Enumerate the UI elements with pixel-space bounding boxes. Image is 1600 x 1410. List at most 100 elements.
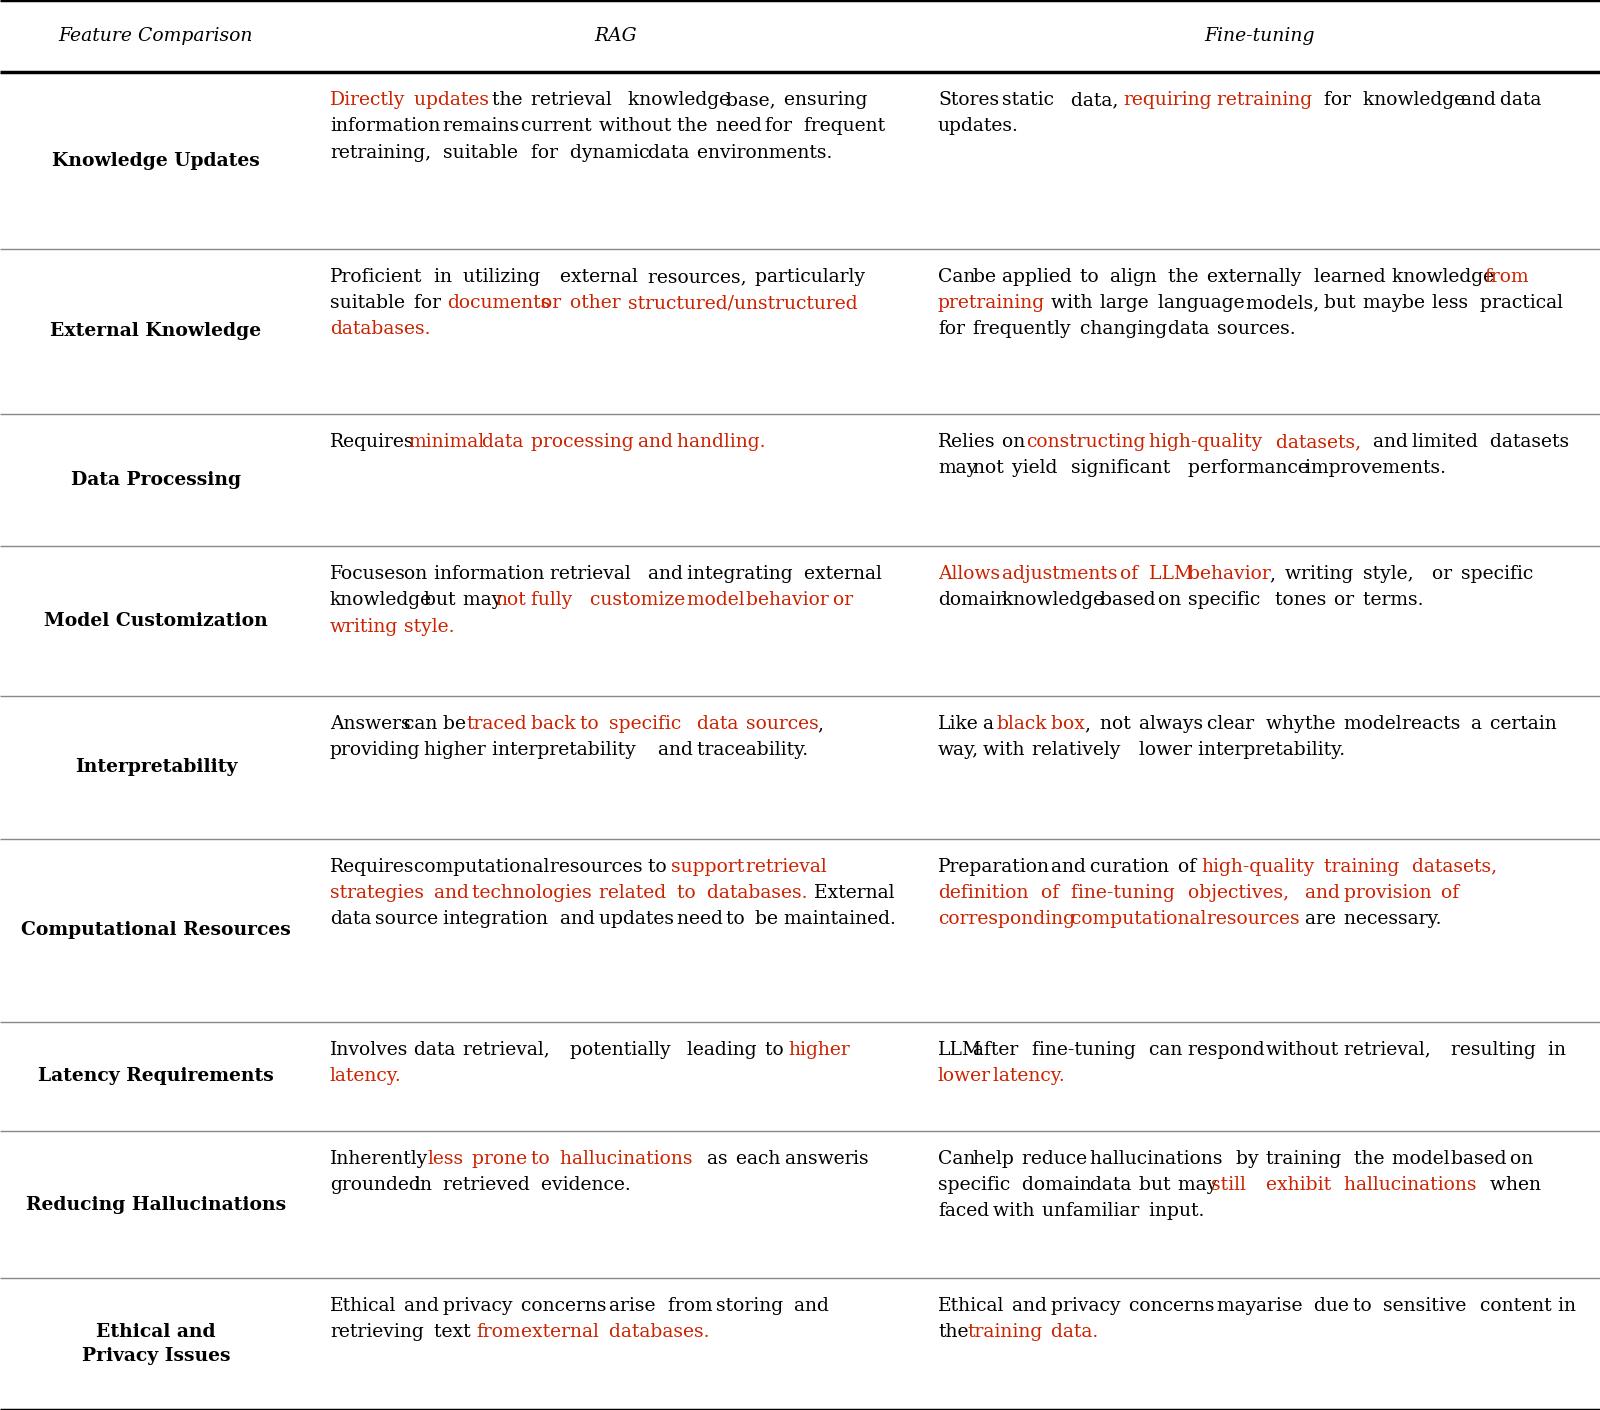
Text: retrieval: retrieval (525, 92, 611, 109)
Text: Knowledge Updates: Knowledge Updates (53, 151, 259, 169)
Text: Model Customization: Model Customization (45, 612, 267, 630)
Text: but: but (418, 591, 456, 609)
Text: data: data (1085, 1176, 1131, 1194)
Text: support: support (672, 857, 744, 876)
Text: Can: Can (938, 268, 976, 286)
Text: adjustments: adjustments (997, 565, 1118, 582)
Text: domain: domain (938, 591, 1008, 609)
Text: Proficient: Proficient (330, 268, 422, 286)
Text: not: not (496, 591, 526, 609)
Text: utilizing: utilizing (456, 268, 539, 286)
Text: be: be (437, 715, 466, 733)
Text: privacy: privacy (437, 1297, 512, 1316)
Text: ,: , (1085, 715, 1090, 733)
Text: may: may (456, 591, 502, 609)
Text: performance: performance (1182, 460, 1309, 477)
Text: data: data (1494, 92, 1541, 109)
Text: can: can (398, 715, 438, 733)
Text: be: be (1397, 295, 1426, 312)
Text: handling.: handling. (672, 433, 766, 451)
Text: datasets,: datasets, (1406, 857, 1498, 876)
Text: retrieving: retrieving (330, 1323, 424, 1341)
Text: writing: writing (330, 618, 398, 636)
Text: to: to (758, 1041, 784, 1059)
Text: providing: providing (330, 742, 421, 759)
Text: resulting: resulting (1445, 1041, 1536, 1059)
Text: reduce: reduce (1016, 1151, 1086, 1167)
Text: faced: faced (938, 1203, 989, 1221)
Text: a: a (1464, 715, 1482, 733)
Text: applied: applied (997, 268, 1072, 286)
Text: prone: prone (467, 1151, 528, 1167)
Text: Requires: Requires (330, 433, 414, 451)
Text: not: not (1094, 715, 1131, 733)
Text: suitable: suitable (437, 144, 518, 162)
Text: RAG: RAG (595, 27, 637, 45)
Text: and: and (642, 565, 683, 582)
Text: LLM: LLM (1142, 565, 1194, 582)
Text: for: for (408, 295, 442, 312)
Text: External Knowledge: External Knowledge (51, 323, 261, 340)
Text: learned: learned (1309, 268, 1386, 286)
Text: particularly: particularly (749, 268, 866, 286)
Text: training: training (968, 1323, 1043, 1341)
Text: external: external (554, 268, 638, 286)
Text: to: to (574, 715, 598, 733)
Text: Computational Resources: Computational Resources (21, 921, 291, 939)
Text: the: the (1162, 268, 1198, 286)
Text: improvements.: improvements. (1299, 460, 1446, 477)
Text: and: and (427, 884, 469, 902)
Text: be: be (968, 268, 997, 286)
Text: and: and (1006, 1297, 1046, 1316)
Text: in: in (427, 268, 451, 286)
Text: fully: fully (525, 591, 573, 609)
Text: integrating: integrating (682, 565, 792, 582)
Text: with: with (987, 1203, 1034, 1221)
Text: hallucinations: hallucinations (1085, 1151, 1222, 1167)
Text: information: information (427, 565, 544, 582)
Text: when: when (1485, 1176, 1541, 1194)
Text: lower: lower (938, 1067, 990, 1084)
Text: to: to (525, 1151, 550, 1167)
Text: back: back (525, 715, 576, 733)
Text: integration: integration (437, 909, 549, 928)
Text: knowledge: knowledge (330, 591, 432, 609)
Text: can: can (1142, 1041, 1182, 1059)
Text: computational: computational (408, 857, 549, 876)
Text: resources: resources (1202, 909, 1299, 928)
Text: sources.: sources. (1211, 320, 1296, 338)
Text: maintained.: maintained. (779, 909, 896, 928)
Text: on: on (398, 565, 427, 582)
Text: terms.: terms. (1357, 591, 1424, 609)
Text: externally: externally (1202, 268, 1302, 286)
Text: answer: answer (779, 1151, 853, 1167)
Text: and: and (1299, 884, 1339, 902)
Text: unfamiliar: unfamiliar (1035, 1203, 1139, 1221)
Text: structured/unstructured: structured/unstructured (622, 295, 858, 312)
Text: or: or (1328, 591, 1354, 609)
Text: need: need (710, 117, 762, 135)
Text: data: data (1162, 320, 1210, 338)
Text: always: always (1133, 715, 1203, 733)
Text: based: based (1445, 1151, 1507, 1167)
Text: clear: clear (1202, 715, 1254, 733)
Text: interpretability.: interpretability. (1192, 742, 1344, 759)
Text: may: may (1357, 295, 1403, 312)
Text: the: the (1347, 1151, 1384, 1167)
Text: or: or (827, 591, 853, 609)
Text: necessary.: necessary. (1338, 909, 1442, 928)
Text: help: help (968, 1151, 1014, 1167)
Text: why: why (1259, 715, 1304, 733)
Text: without: without (594, 117, 672, 135)
Text: corresponding: corresponding (938, 909, 1075, 928)
Text: specific: specific (1182, 591, 1261, 609)
Text: to: to (720, 909, 744, 928)
Text: behavior: behavior (1182, 565, 1270, 582)
Text: and: and (1045, 857, 1086, 876)
Text: interpretability: interpretability (486, 742, 635, 759)
Text: retraining: retraining (1211, 92, 1312, 109)
Text: tones: tones (1269, 591, 1326, 609)
Text: remains: remains (437, 117, 520, 135)
Text: language: language (1152, 295, 1245, 312)
Text: Feature Comparison: Feature Comparison (59, 27, 253, 45)
